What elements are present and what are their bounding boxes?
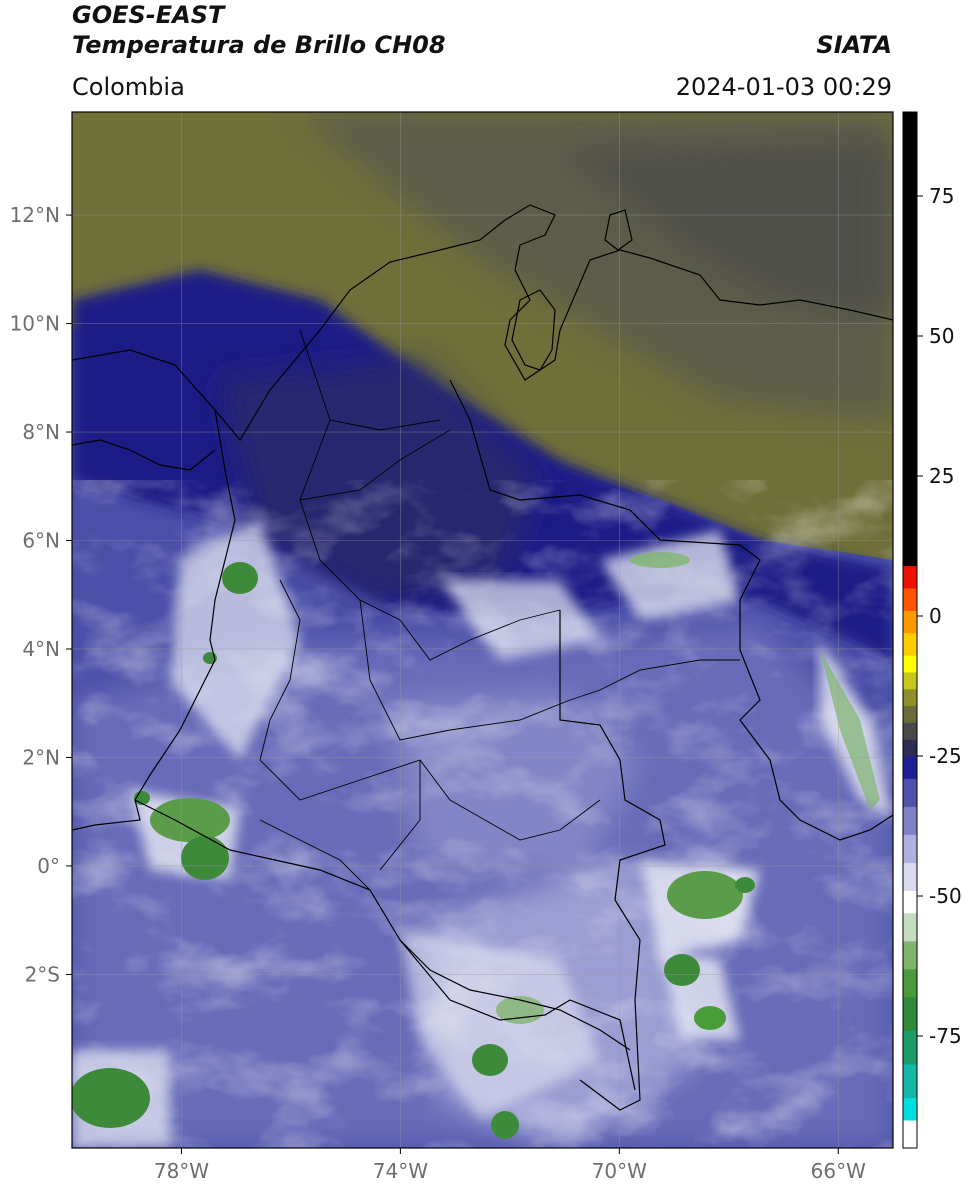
- pacific-coastline: [72, 409, 236, 831]
- colorbar: [903, 112, 917, 1149]
- paraguana: [604, 209, 633, 251]
- colorbar-segment-11: [903, 806, 917, 835]
- peru-border: [399, 939, 636, 1091]
- venezuela-border: [449, 379, 893, 841]
- colorbar-segment-9: [903, 862, 917, 891]
- region-label: Colombia: [72, 73, 185, 101]
- colorbar-segment-19: [903, 655, 917, 673]
- lon-tick-label-2: 70°W: [592, 1159, 647, 1183]
- source-block: SIATA 2024-01-03 00:29: [676, 30, 892, 102]
- latitude-ticks: 12°N 10°N 8°N 6°N 4°N 2°N 0° 2°S: [10, 203, 72, 986]
- colorbar-segment-17: [903, 688, 917, 707]
- colorbar-tick-label-4: -25: [929, 744, 962, 768]
- colorbar-segment-18: [903, 672, 917, 690]
- colorbar-segment-6: [903, 940, 917, 970]
- colorbar-segment-24: [903, 112, 917, 567]
- colorbar-segment-23: [903, 565, 917, 589]
- lat-tick-label-4: 4°N: [22, 637, 60, 661]
- lat-tick-label-5: 2°N: [22, 745, 60, 769]
- lon-tick-label-1: 74°W: [373, 1159, 428, 1183]
- colorbar-segment-14: [903, 739, 917, 757]
- lat-tick-label-7: 2°S: [25, 962, 60, 986]
- map-frame: [71, 111, 894, 1149]
- brazil-border: [559, 610, 666, 1111]
- colorbar-segment-8: [903, 890, 917, 914]
- lat-tick-label-6: 0°: [37, 854, 60, 878]
- colorbar-tick-label-1: 50: [929, 324, 954, 348]
- organization-label: SIATA: [816, 31, 892, 59]
- colorbar-tick-label-3: 0: [929, 604, 942, 628]
- colorbar-segment-20: [903, 632, 917, 656]
- colorbar-tick-label-2: 25: [929, 464, 954, 488]
- product-title: Temperatura de Brillo CH08: [72, 31, 446, 59]
- colorbar-segment-4: [903, 996, 917, 1031]
- graticule: [72, 112, 893, 1148]
- maracaibo-lake: [511, 289, 556, 371]
- colorbar-tick-label-5: -50: [929, 884, 962, 908]
- colorbar-segment-15: [903, 722, 917, 740]
- country-borders: [72, 204, 893, 1111]
- lon-tick-label-0: 78°W: [154, 1159, 209, 1183]
- satellite-title: GOES-EAST: [72, 1, 225, 29]
- cold-cloud-white: [170, 520, 300, 760]
- colorbar-segment-1: [903, 1097, 917, 1121]
- colorbar-segment-3: [903, 1030, 917, 1065]
- lat-tick-label-1: 10°N: [10, 312, 60, 336]
- colorbar-segment-7: [903, 912, 917, 942]
- brightness-field: [72, 112, 893, 1148]
- lat-tick-label-3: 6°N: [22, 529, 60, 553]
- colorbar-ticks: 75 50 25 0 -25 -50 -75: [917, 184, 962, 1048]
- datetime-label: 2024-01-03 00:29: [675, 73, 892, 101]
- lat-tick-label-0: 12°N: [10, 203, 60, 227]
- colorbar-segment-5: [903, 968, 917, 998]
- colorbar-segment-2: [903, 1064, 917, 1099]
- colorbar-segment-21: [903, 610, 917, 634]
- internal-departments: [259, 329, 740, 891]
- colorbar-segment-10: [903, 834, 917, 863]
- panama-coast: [72, 439, 216, 471]
- colorbar-segment-13: [903, 756, 917, 779]
- lon-tick-label-3: 66°W: [811, 1159, 866, 1183]
- caribbean-coastline: [72, 204, 893, 442]
- colorbar-segment-22: [903, 588, 917, 611]
- colorbar-tick-label-6: -75: [929, 1024, 962, 1048]
- colorbar-segment-16: [903, 705, 917, 723]
- cold-top-green: [222, 562, 258, 594]
- title-block: GOES-EAST Temperatura de Brillo CH08 Col…: [72, 0, 446, 102]
- colorbar-segment-12: [903, 778, 917, 807]
- colorbar-tick-label-0: 75: [929, 184, 954, 208]
- lat-tick-label-2: 8°N: [22, 420, 60, 444]
- longitude-ticks: 78°W 74°W 70°W 66°W: [154, 1148, 866, 1183]
- colorbar-frame: [902, 111, 918, 1149]
- colorbar-segment-0: [903, 1120, 917, 1149]
